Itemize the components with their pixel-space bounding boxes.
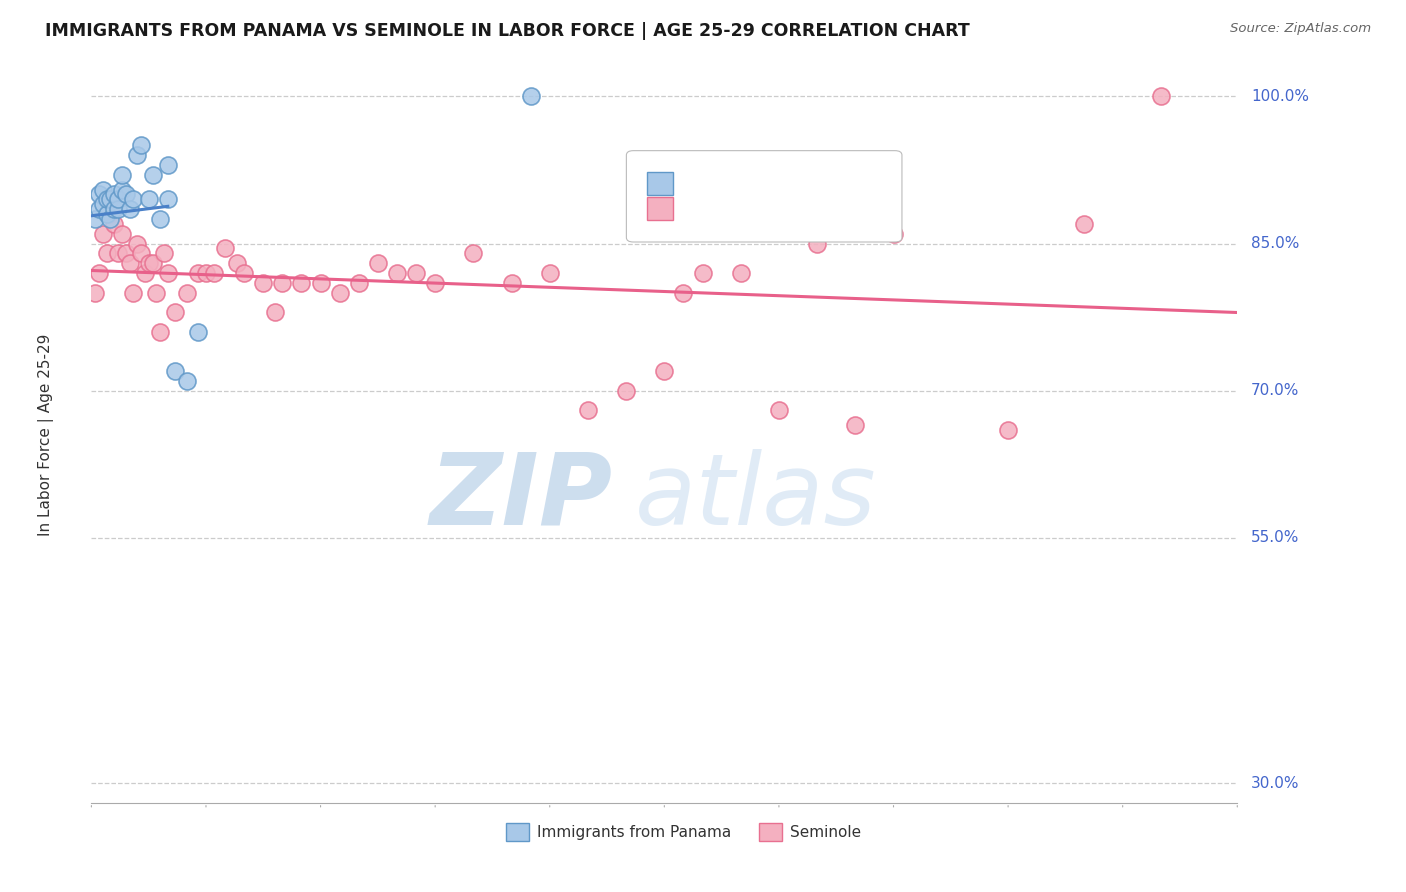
Point [111, 168, 134, 182]
Point [1150, 89, 1173, 103]
Point [329, 285, 352, 300]
Point [91, 182, 114, 196]
Point [103, 217, 125, 231]
Text: 30.0%: 30.0% [1251, 776, 1299, 790]
Point [96, 192, 118, 206]
Point [614, 384, 637, 398]
Text: In Labor Force | Age 25-29: In Labor Force | Age 25-29 [38, 334, 53, 536]
Point [405, 266, 427, 280]
Point [214, 242, 236, 256]
Point [692, 266, 714, 280]
Point [87, 266, 110, 280]
Point [225, 256, 247, 270]
Point [129, 138, 152, 153]
Text: R =  0.135   N = 55: R = 0.135 N = 55 [682, 199, 872, 217]
Point [202, 266, 225, 280]
Point [730, 266, 752, 280]
Point [149, 325, 172, 339]
Point [114, 246, 136, 260]
Point [367, 256, 389, 270]
Text: Seminole: Seminole [790, 825, 862, 839]
Text: Source: ZipAtlas.com: Source: ZipAtlas.com [1230, 22, 1371, 36]
Point [156, 158, 179, 172]
Point [252, 276, 274, 290]
Point [134, 266, 156, 280]
Point [290, 276, 312, 290]
Point [194, 266, 217, 280]
Point [96, 246, 118, 260]
Point [501, 276, 523, 290]
Point [87, 202, 110, 217]
Point [385, 266, 408, 280]
Point [423, 276, 446, 290]
Point [187, 266, 209, 280]
Text: IMMIGRANTS FROM PANAMA VS SEMINOLE IN LABOR FORCE | AGE 25-29 CORRELATION CHART: IMMIGRANTS FROM PANAMA VS SEMINOLE IN LA… [45, 22, 970, 40]
Point [806, 236, 828, 251]
Point [176, 285, 198, 300]
Point [103, 187, 125, 202]
Point [156, 192, 179, 206]
Point [141, 168, 163, 182]
Point [91, 227, 114, 241]
Text: ZIP: ZIP [430, 449, 613, 546]
Text: 85.0%: 85.0% [1251, 236, 1299, 251]
Point [672, 285, 695, 300]
Point [138, 192, 160, 206]
Point [118, 202, 141, 217]
Point [309, 276, 332, 290]
Point [176, 374, 198, 388]
Point [127, 236, 149, 251]
Point [87, 187, 110, 202]
Point [111, 182, 134, 196]
Point [153, 246, 176, 260]
Point [141, 256, 163, 270]
Point [100, 207, 122, 221]
Point [96, 207, 118, 221]
Point [165, 364, 187, 378]
Text: 70.0%: 70.0% [1251, 384, 1299, 398]
Point [91, 197, 114, 211]
Point [111, 227, 134, 241]
Text: 100.0%: 100.0% [1251, 89, 1309, 103]
Point [107, 202, 129, 217]
Point [145, 285, 167, 300]
Point [84, 212, 107, 227]
Point [347, 276, 370, 290]
Point [652, 364, 675, 378]
Point [519, 89, 541, 103]
Point [165, 305, 187, 319]
Point [463, 246, 485, 260]
Point [114, 187, 136, 202]
Point [122, 192, 145, 206]
Point [138, 256, 160, 270]
Point [576, 403, 599, 417]
Point [882, 227, 904, 241]
Point [1073, 217, 1095, 231]
Text: 55.0%: 55.0% [1251, 531, 1299, 545]
Point [187, 325, 209, 339]
Point [538, 266, 561, 280]
Point [233, 266, 256, 280]
Point [271, 276, 294, 290]
Text: R = 0.403   N = 29: R = 0.403 N = 29 [682, 173, 866, 191]
Point [122, 285, 145, 300]
Point [844, 417, 866, 433]
Text: atlas: atlas [636, 449, 877, 546]
Point [149, 212, 172, 227]
Point [768, 403, 790, 417]
Point [84, 285, 107, 300]
Point [103, 202, 125, 217]
Text: Immigrants from Panama: Immigrants from Panama [537, 825, 731, 839]
Point [127, 148, 149, 162]
Point [107, 246, 129, 260]
Point [129, 246, 152, 260]
Point [100, 212, 122, 227]
Point [156, 266, 179, 280]
Point [107, 192, 129, 206]
Point [100, 192, 122, 206]
Point [997, 423, 1019, 437]
Point [263, 305, 285, 319]
Point [118, 256, 141, 270]
